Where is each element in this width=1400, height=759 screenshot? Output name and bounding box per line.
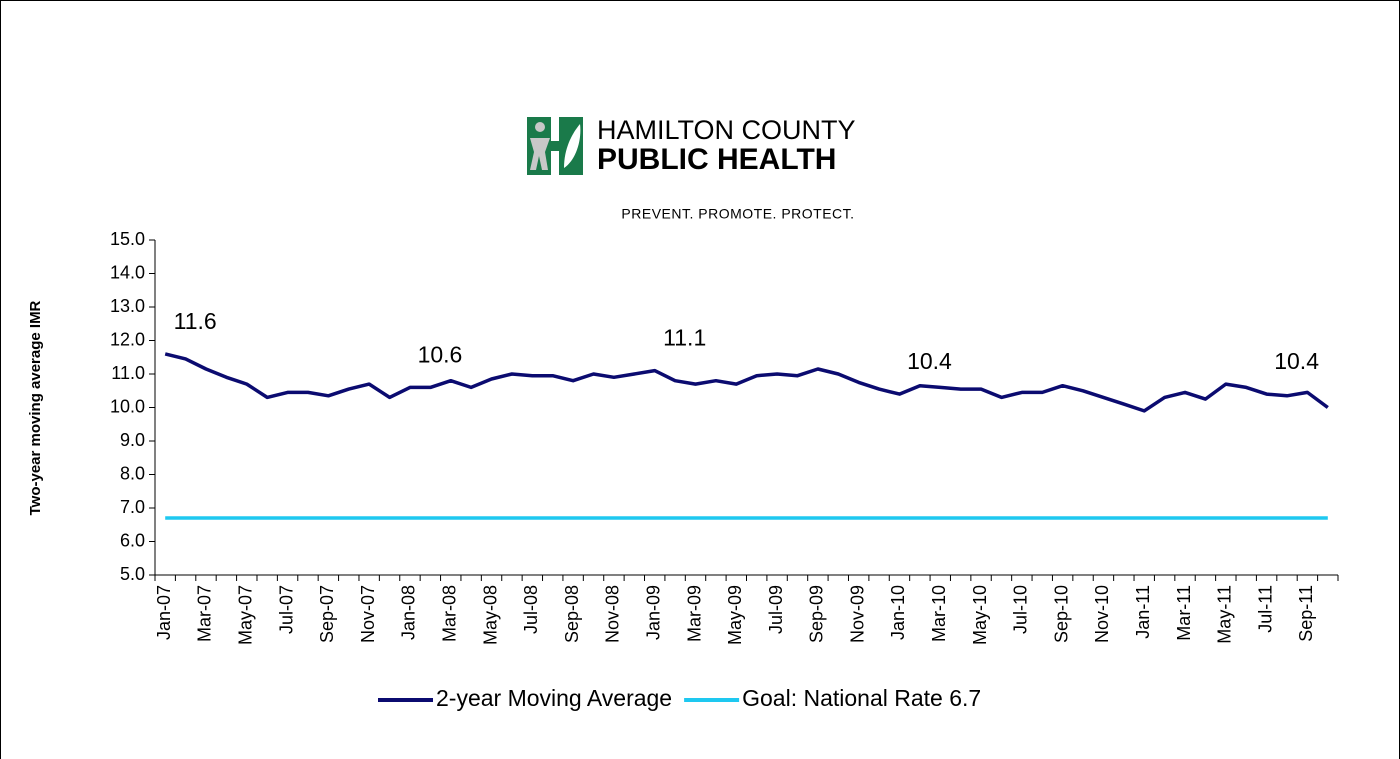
x-tick-label: Jul-08: [521, 585, 541, 634]
x-tick-label: Mar-07: [195, 585, 215, 642]
legend-label: 2-year Moving Average: [436, 685, 672, 711]
x-tick-label: Mar-09: [684, 585, 704, 642]
x-tick-label: Jul-10: [1011, 585, 1031, 634]
data-label: 10.6: [418, 341, 463, 367]
x-tick-label: Jan-11: [1133, 585, 1153, 639]
y-tick-label: 7.0: [120, 497, 145, 517]
x-tick-label: Sep-10: [1051, 585, 1071, 643]
logo-tagline: PREVENT. PROMOTE. PROTECT.: [621, 206, 854, 222]
series-line: [164, 352, 1329, 413]
x-tick-label: Sep-08: [562, 585, 582, 643]
y-tick-label: 14.0: [110, 262, 145, 282]
x-tick-label: Nov-09: [847, 585, 867, 643]
x-tick-label: Jan-07: [154, 585, 174, 640]
y-tick-label: 10.0: [110, 396, 145, 416]
x-tick-label: May-10: [970, 585, 990, 645]
x-tick-label: Mar-10: [929, 585, 949, 642]
x-tick-label: Sep-07: [317, 585, 337, 643]
y-tick-label: 11.0: [111, 363, 145, 383]
x-tick-label: Nov-07: [358, 585, 378, 643]
y-tick-label: 5.0: [120, 564, 145, 584]
data-label: 11.6: [174, 308, 217, 334]
logo-leaf: [564, 124, 581, 168]
data-label: 11.1: [663, 325, 706, 351]
legend-label: Goal: National Rate 6.7: [742, 685, 981, 711]
y-tick-label: 9.0: [120, 430, 145, 450]
x-tick-label: Jan-10: [888, 585, 908, 640]
data-label: 10.4: [1274, 348, 1319, 374]
x-tick-label: May-07: [236, 585, 256, 645]
x-tick-label: Jan-08: [399, 585, 419, 640]
x-tick-label: May-09: [725, 585, 745, 645]
logo: HAMILTON COUNTY PUBLIC HEALTH PREVENT. P…: [527, 115, 856, 222]
x-tick-label: May-08: [480, 585, 500, 645]
logo-bridge: [548, 141, 562, 151]
x-tick-label: Nov-08: [603, 585, 623, 643]
logo-line1: HAMILTON COUNTY: [597, 115, 856, 145]
y-tick-label: 6.0: [120, 530, 145, 550]
logo-head: [535, 122, 545, 132]
y-tick-label: 13.0: [110, 296, 145, 316]
logo-figure: [530, 138, 550, 170]
x-tick-label: Sep-11: [1296, 585, 1316, 642]
y-tick-label: 8.0: [120, 463, 145, 483]
x-tick-label: Sep-09: [807, 585, 827, 643]
logo-line2: PUBLIC HEALTH: [597, 143, 836, 176]
y-tick-label: 12.0: [110, 329, 145, 349]
x-tick-label: Jul-09: [766, 585, 786, 634]
x-tick-label: Mar-08: [440, 585, 460, 642]
x-tick-label: May-11: [1215, 585, 1235, 644]
x-tick-label: Mar-11: [1174, 585, 1194, 641]
y-tick-label: 15.0: [110, 229, 145, 249]
x-tick-label: Jan-09: [643, 585, 663, 640]
x-tick-label: Jul-11: [1255, 585, 1275, 633]
x-tick-label: Nov-10: [1092, 585, 1112, 643]
y-axis-title: Two-year moving average IMR: [27, 300, 44, 515]
x-tick-label: Jul-07: [276, 585, 296, 634]
data-label: 10.4: [907, 348, 952, 374]
